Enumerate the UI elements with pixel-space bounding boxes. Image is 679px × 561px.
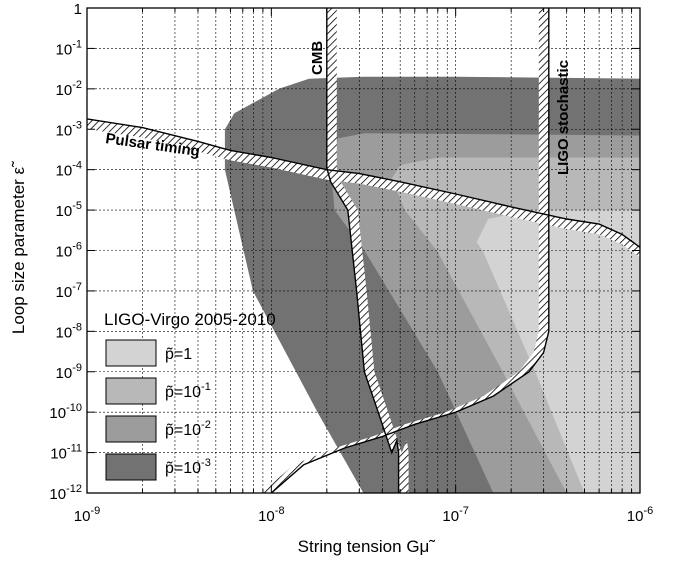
constraint-band-0 bbox=[87, 118, 640, 258]
y-tick-label: 10-5 bbox=[56, 200, 82, 220]
y-tick-label: 10-1 bbox=[56, 38, 82, 58]
legend-title: LIGO-Virgo 2005-2010 bbox=[104, 310, 276, 329]
legend: LIGO-Virgo 2005-2010 p̃=1 p̃=10-1 p̃=10-2 p… bbox=[104, 310, 276, 481]
constraint-line-1 bbox=[326, 8, 400, 493]
legend-swatch bbox=[105, 339, 157, 367]
y-tick-label: 10-11 bbox=[50, 443, 82, 463]
x-tick-label: 10-7 bbox=[442, 505, 468, 525]
y-tick-label: 10-12 bbox=[49, 483, 82, 503]
y-tick-label: 10-3 bbox=[56, 119, 82, 139]
legend-swatch bbox=[105, 415, 157, 443]
legend-entry-label: p̃=1 bbox=[165, 346, 192, 363]
y-tick-label: 10-4 bbox=[56, 160, 82, 180]
y-tick-label: 10-10 bbox=[49, 402, 82, 422]
legend-entry-label: p̃=10-3 bbox=[165, 457, 211, 477]
y-tick-label: 10-7 bbox=[56, 281, 82, 301]
y-tick-label: 10-8 bbox=[56, 321, 82, 341]
y-tick-label: 10-2 bbox=[56, 79, 82, 99]
region-4 bbox=[593, 324, 640, 493]
x-axis-label: String tension Gμ̃ bbox=[298, 537, 436, 556]
y-tick-label: 10-6 bbox=[56, 241, 82, 261]
legend-entry-label: p̃=10-2 bbox=[165, 419, 211, 439]
legend-entry-label: p̃=10-1 bbox=[165, 381, 211, 401]
legend-swatch bbox=[105, 377, 157, 405]
constraint-label: LIGO stochastic bbox=[555, 60, 572, 175]
y-axis-label: Loop size parameter ε̃ bbox=[9, 161, 28, 334]
legend-swatch bbox=[105, 453, 157, 481]
constraint-band-1 bbox=[326, 8, 409, 493]
x-tick-label: 10-9 bbox=[74, 505, 100, 525]
y-tick-label: 1 bbox=[74, 1, 82, 18]
constraint-line-0 bbox=[87, 118, 640, 248]
constraint-line-2 bbox=[270, 8, 550, 493]
x-tick-label: 10-8 bbox=[258, 505, 284, 525]
constraint-label: CMB bbox=[309, 41, 326, 75]
y-tick-label: 10-9 bbox=[56, 362, 82, 382]
x-tick-label: 10-6 bbox=[627, 505, 653, 525]
